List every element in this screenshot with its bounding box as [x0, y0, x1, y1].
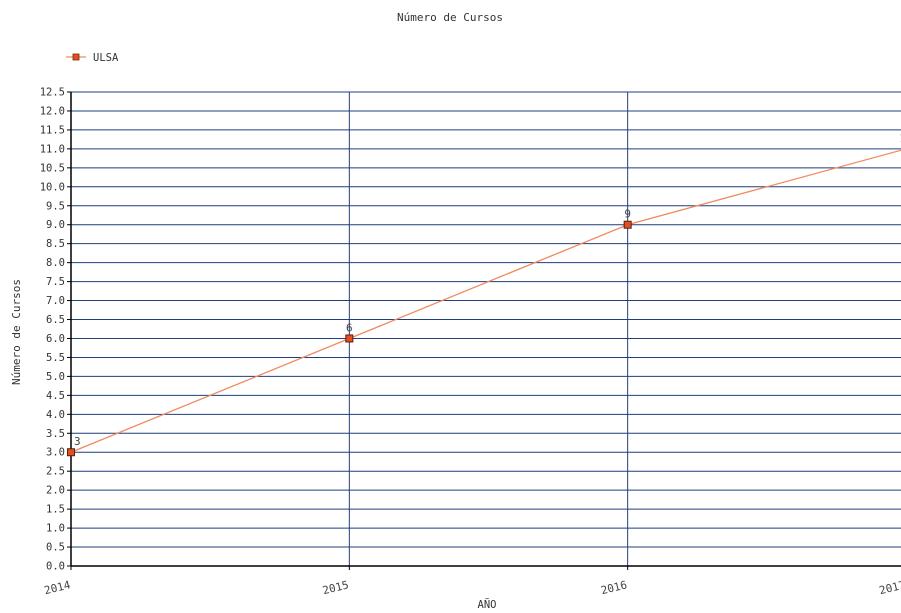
y-tick-label: 6.0	[46, 333, 65, 345]
legend-label: ULSA	[93, 52, 119, 64]
y-tick-label: 2.0	[46, 485, 65, 497]
y-tick-label: 5.5	[46, 352, 65, 364]
data-label: 9	[624, 208, 631, 221]
data-label: 3	[74, 435, 81, 448]
y-tick-label: 9.0	[46, 219, 65, 231]
y-axis-ticks: 0.0 0.5 1.0 1.5 2.0 2.5 3.0 3.5 4.0 4.5 5.0 5.5 6.0 6…	[40, 87, 71, 573]
x-axis-label: AÑO	[478, 598, 497, 611]
y-tick-label: 7.5	[46, 276, 65, 288]
grid	[70, 91, 901, 567]
data-label: 6	[346, 321, 353, 334]
data-point	[345, 334, 354, 343]
x-tick-label: 2015	[321, 578, 350, 597]
y-axis-label: Número de Cursos	[10, 279, 23, 385]
y-tick-label: 7.0	[46, 295, 65, 307]
y-tick-label: 10.5	[40, 162, 65, 174]
y-tick-label: 1.0	[46, 523, 65, 535]
legend: ULSA	[66, 52, 119, 64]
y-tick-label: 3.0	[46, 447, 65, 459]
y-tick-label: 12.5	[40, 87, 65, 99]
series-ulsa: 3 6 9 11	[67, 132, 901, 457]
x-tick-label: 2017	[878, 578, 901, 597]
data-label: 11	[899, 132, 901, 145]
y-tick-label: 5.0	[46, 371, 65, 383]
y-tick-label: 8.5	[46, 238, 65, 250]
y-tick-label: 4.5	[46, 390, 65, 402]
y-tick-label: 12.0	[40, 105, 65, 117]
y-tick-label: 6.5	[46, 314, 65, 326]
y-tick-label: 0.5	[46, 542, 65, 554]
data-point	[67, 448, 75, 457]
y-tick-label: 11.0	[40, 143, 65, 155]
series-line	[70, 149, 901, 453]
y-tick-label: 8.0	[46, 257, 65, 269]
y-tick-label: 11.5	[40, 124, 65, 136]
x-tick-label: 2016	[600, 578, 629, 597]
y-tick-label: 10.0	[40, 181, 65, 193]
y-tick-label: 1.5	[46, 504, 65, 516]
x-tick-label: 2014	[43, 578, 72, 597]
chart-title: Número de Cursos	[397, 11, 503, 24]
y-tick-label: 2.5	[46, 466, 65, 478]
legend-marker	[72, 53, 80, 61]
y-tick-label: 4.0	[46, 409, 65, 421]
data-point	[623, 220, 632, 229]
y-tick-label: 9.5	[46, 200, 65, 212]
y-tick-label: 0.0	[46, 561, 65, 573]
y-tick-label: 3.5	[46, 428, 65, 440]
x-axis-ticks: 2014 2015 2016 2017	[43, 566, 901, 597]
